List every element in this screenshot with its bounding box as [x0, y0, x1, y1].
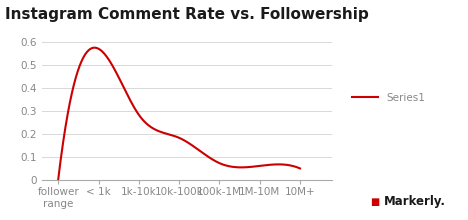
Text: Instagram Comment Rate vs. Followership: Instagram Comment Rate vs. Followership — [5, 7, 369, 22]
Text: ■: ■ — [370, 197, 379, 207]
Text: Markerly.: Markerly. — [384, 195, 446, 208]
Legend: Series1: Series1 — [352, 93, 425, 103]
